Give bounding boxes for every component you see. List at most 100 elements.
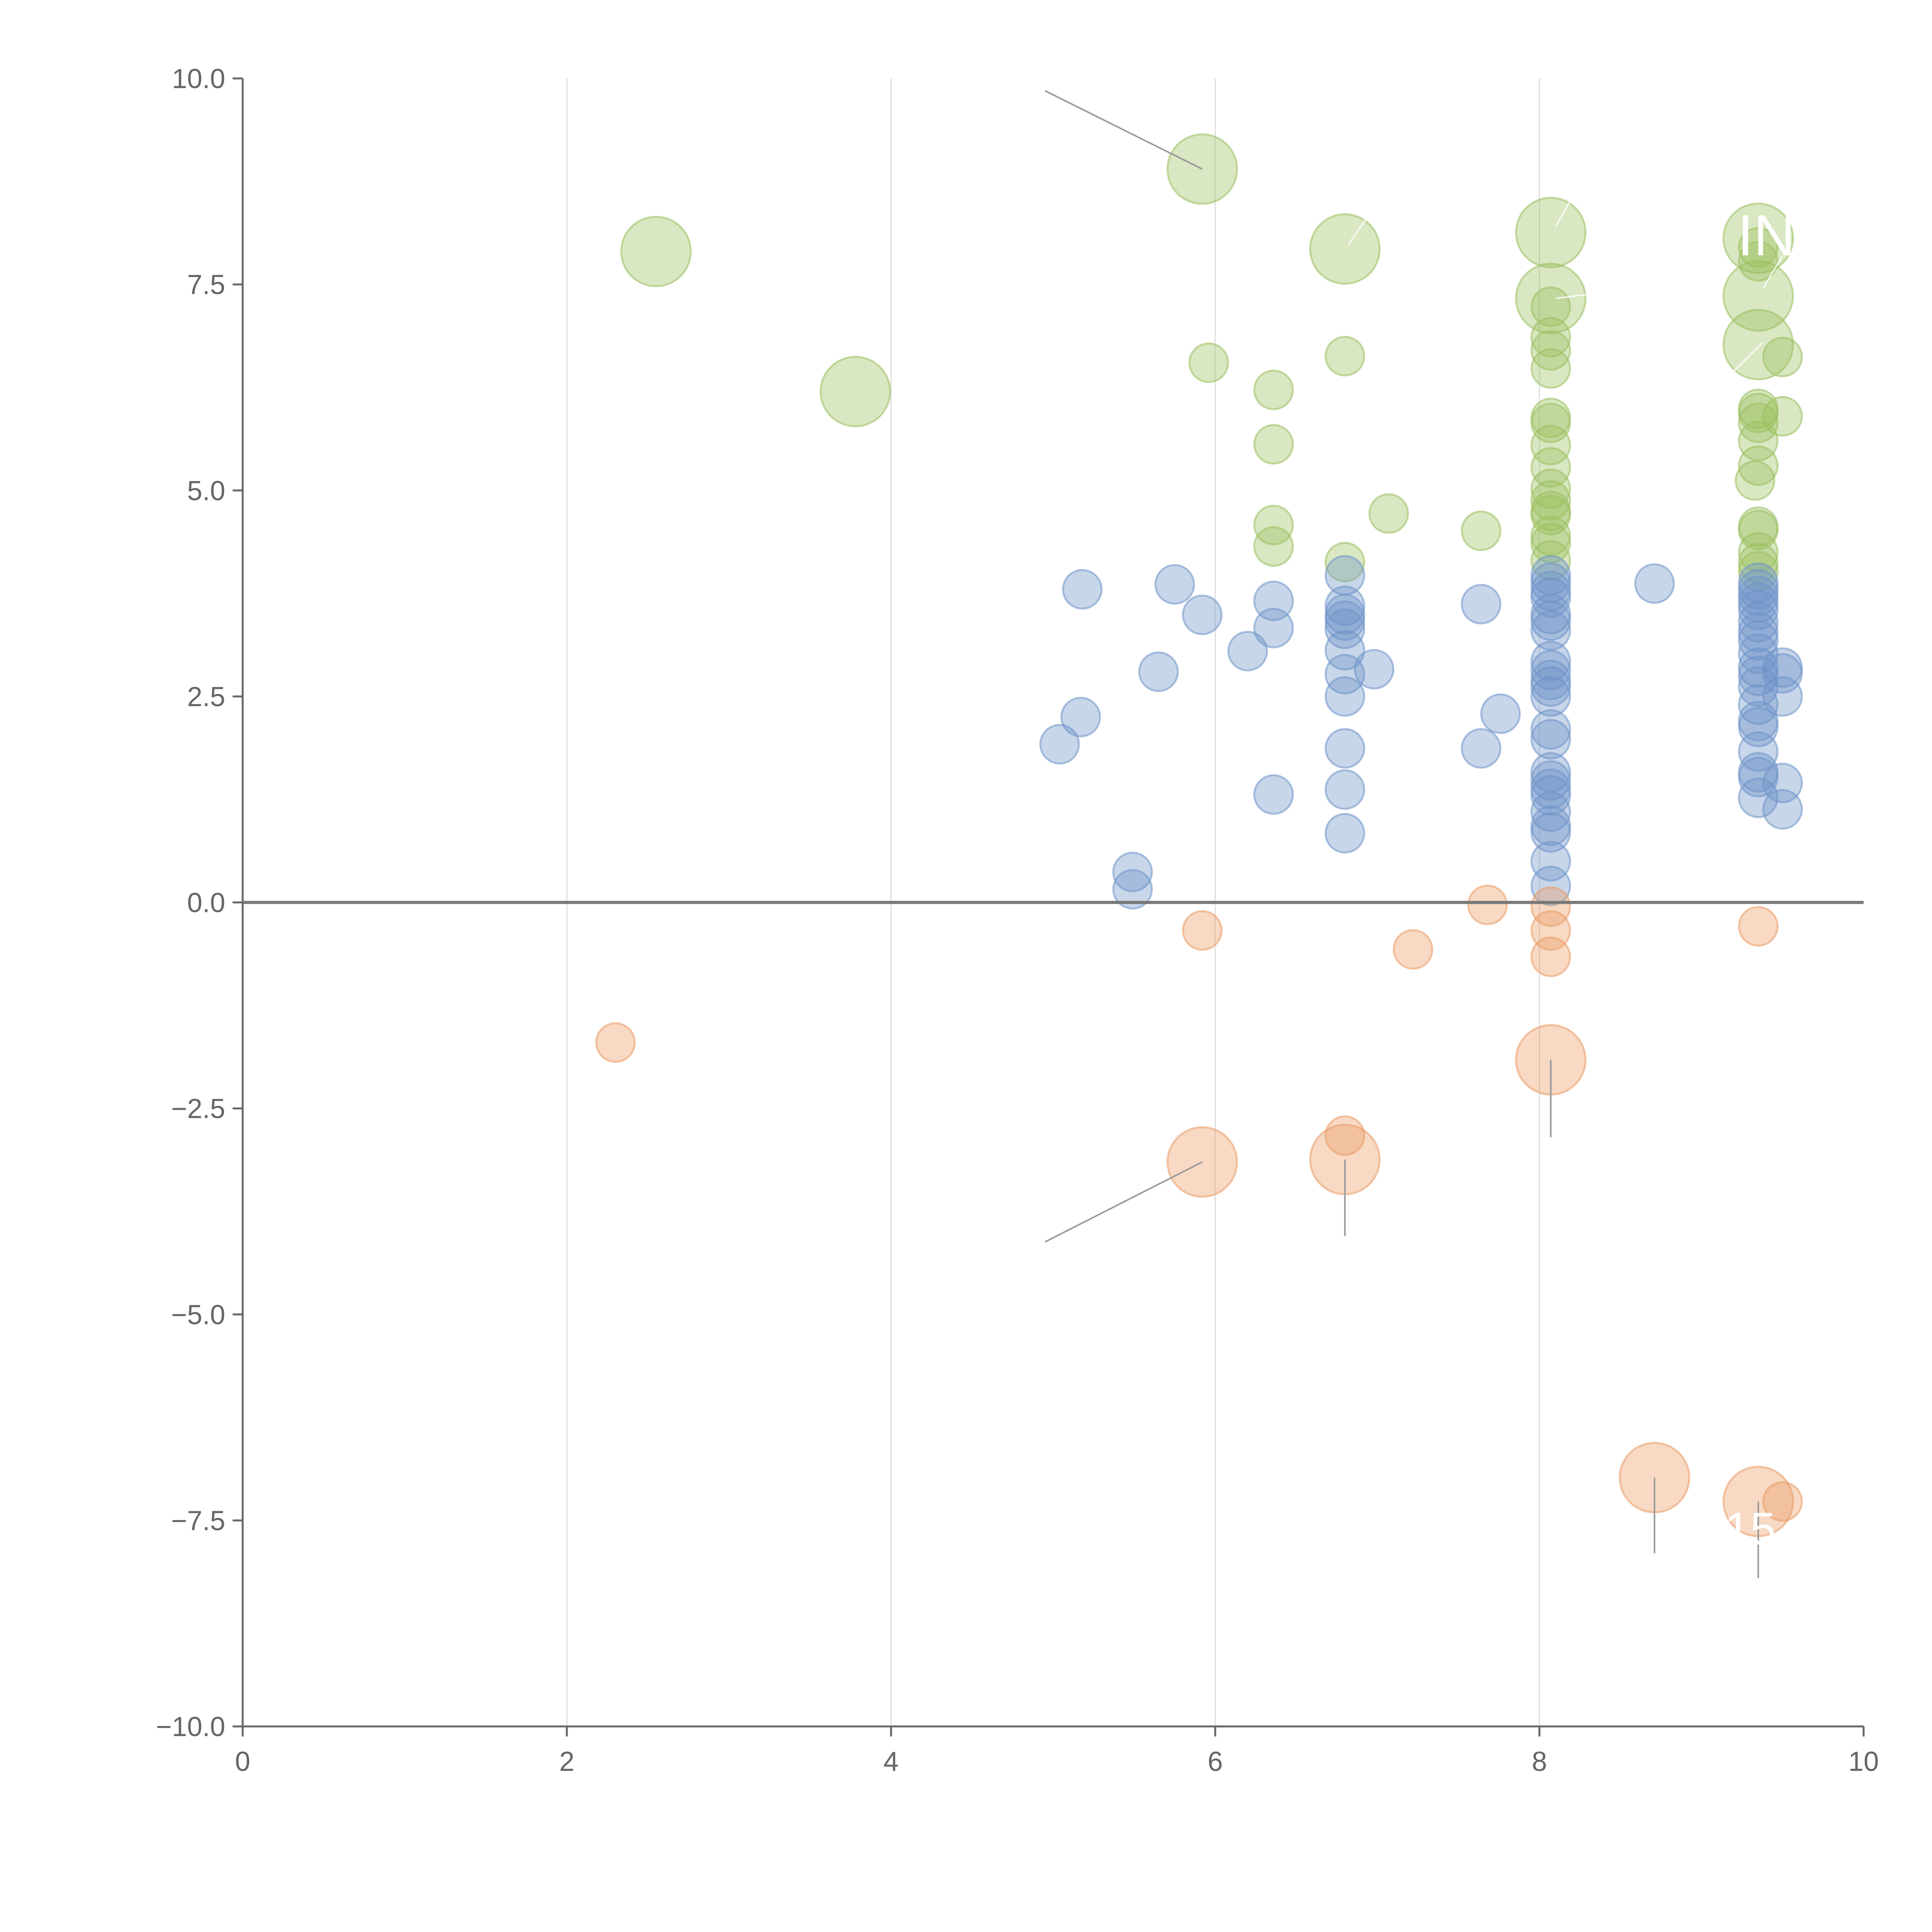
annotation-leader-lines (1044, 90, 1783, 1578)
data-point-green (1253, 526, 1294, 567)
x-tick-label: 4 (883, 1747, 899, 1777)
data-point-green (1253, 505, 1294, 546)
data-point-blue (1762, 676, 1803, 717)
data-point-orange (1530, 886, 1571, 927)
data-point-blue (1634, 563, 1675, 604)
data-point-blue (1039, 724, 1080, 765)
data-point-blue (1738, 612, 1779, 653)
annotation-leader-line (1555, 293, 1588, 299)
data-point-green (1738, 227, 1779, 268)
x-tick-label: 10 (1849, 1747, 1879, 1777)
data-point-blue (1530, 577, 1571, 618)
data-point-green (1738, 510, 1779, 551)
data-point-orange (1467, 884, 1508, 925)
data-point-green (1253, 424, 1294, 465)
data-point-green (1530, 425, 1571, 466)
axes: 0 2 4 6 8 10 10.0 7.5 5.0 2.5 0.0 −2.5 −5.0 −7.5 −10.0 (156, 64, 1879, 1777)
data-point-green (1530, 317, 1571, 358)
data-point-blue (1325, 728, 1366, 769)
y-tick-label: −10.0 (156, 1712, 225, 1742)
data-point-green (1325, 336, 1366, 377)
x-tick-label: 6 (1208, 1747, 1223, 1777)
data-point-green (1735, 460, 1776, 501)
data-point-orange (1530, 936, 1571, 977)
y-tick-label: 5.0 (187, 476, 225, 506)
data-point-blue (1325, 813, 1366, 854)
data-point-blue (1530, 791, 1571, 832)
data-point-orange (1182, 910, 1223, 951)
data-point-orange (595, 1022, 636, 1063)
data-point-orange (1738, 906, 1779, 947)
data-point-blue (1530, 866, 1571, 906)
annotation-label: IN (1737, 203, 1795, 268)
annotation-leader-line (1733, 341, 1764, 372)
data-point-blue (1738, 602, 1779, 643)
data-point-blue (1060, 697, 1101, 738)
data-point-green (1530, 286, 1571, 327)
data-point-green (1530, 330, 1571, 371)
data-point-orange (1393, 929, 1434, 970)
annotation-leader-line (1044, 90, 1203, 170)
data-point-blue (1762, 653, 1803, 694)
data-point-blue (1062, 569, 1103, 610)
data-point-green (1530, 540, 1571, 581)
x-tick-label: 0 (235, 1747, 250, 1777)
data-point-green (1325, 542, 1366, 583)
data-point-blue (1461, 584, 1502, 625)
data-point-green (1253, 369, 1294, 410)
x-tick-label: 8 (1532, 1747, 1547, 1777)
y-tick-label: −7.5 (171, 1506, 225, 1536)
data-point-blue (1530, 676, 1571, 717)
data-point-blue (1325, 630, 1366, 671)
data-point-blue (1738, 757, 1779, 798)
data-point-green (1530, 480, 1571, 521)
data-point-blue (1325, 769, 1366, 810)
data-point-green (1530, 348, 1571, 389)
data-point-blue (1182, 594, 1223, 635)
y-tick-label: 7.5 (187, 270, 225, 300)
annotation-leader-line (1044, 1161, 1203, 1243)
annotation-leader-line (1555, 197, 1573, 227)
data-point-blue (1530, 666, 1571, 707)
annotation-label: 15 (1725, 1503, 1776, 1555)
data-point-green (1738, 402, 1779, 443)
data-point-blue (1227, 631, 1268, 672)
data-point-green (1738, 445, 1779, 486)
data-point-blue (1530, 841, 1571, 882)
y-tick-label: 0.0 (187, 888, 225, 918)
data-point-blue (1530, 600, 1571, 641)
annotation-layer: IN 15 (1725, 203, 1796, 1555)
data-point-green (1188, 342, 1229, 383)
data-point-blue (1480, 693, 1521, 734)
data-point-blue (1325, 585, 1366, 626)
x-tick-label: 2 (559, 1747, 575, 1777)
data-point-blue (1112, 852, 1153, 893)
data-point-blue (1530, 775, 1571, 816)
data-point-blue (1112, 869, 1153, 910)
data-point-blue (1762, 789, 1803, 830)
data-point-blue (1738, 589, 1779, 630)
data-point-blue (1325, 609, 1366, 650)
data-point-blue (1253, 774, 1294, 815)
data-point-green (1762, 337, 1803, 378)
data-point-blue (1325, 600, 1366, 641)
data-point-green (1738, 241, 1779, 282)
data-point-blue (1738, 633, 1779, 674)
y-tick-label: −2.5 (171, 1094, 225, 1124)
data-point-green (1515, 197, 1587, 269)
data-point-green (1722, 309, 1794, 381)
data-point-blue (1530, 709, 1571, 750)
data-point-green (820, 355, 891, 427)
data-point-green (1738, 420, 1779, 461)
data-point-blue (1461, 728, 1502, 769)
data-point-blue (1253, 607, 1294, 648)
data-point-blue (1354, 649, 1395, 690)
data-point-green (1368, 493, 1409, 534)
data-point-green (1461, 510, 1502, 551)
data-point-blue (1530, 812, 1571, 853)
data-point-blue (1325, 676, 1366, 717)
data-point-blue (1154, 564, 1195, 605)
bubble-layer (595, 133, 1803, 1537)
